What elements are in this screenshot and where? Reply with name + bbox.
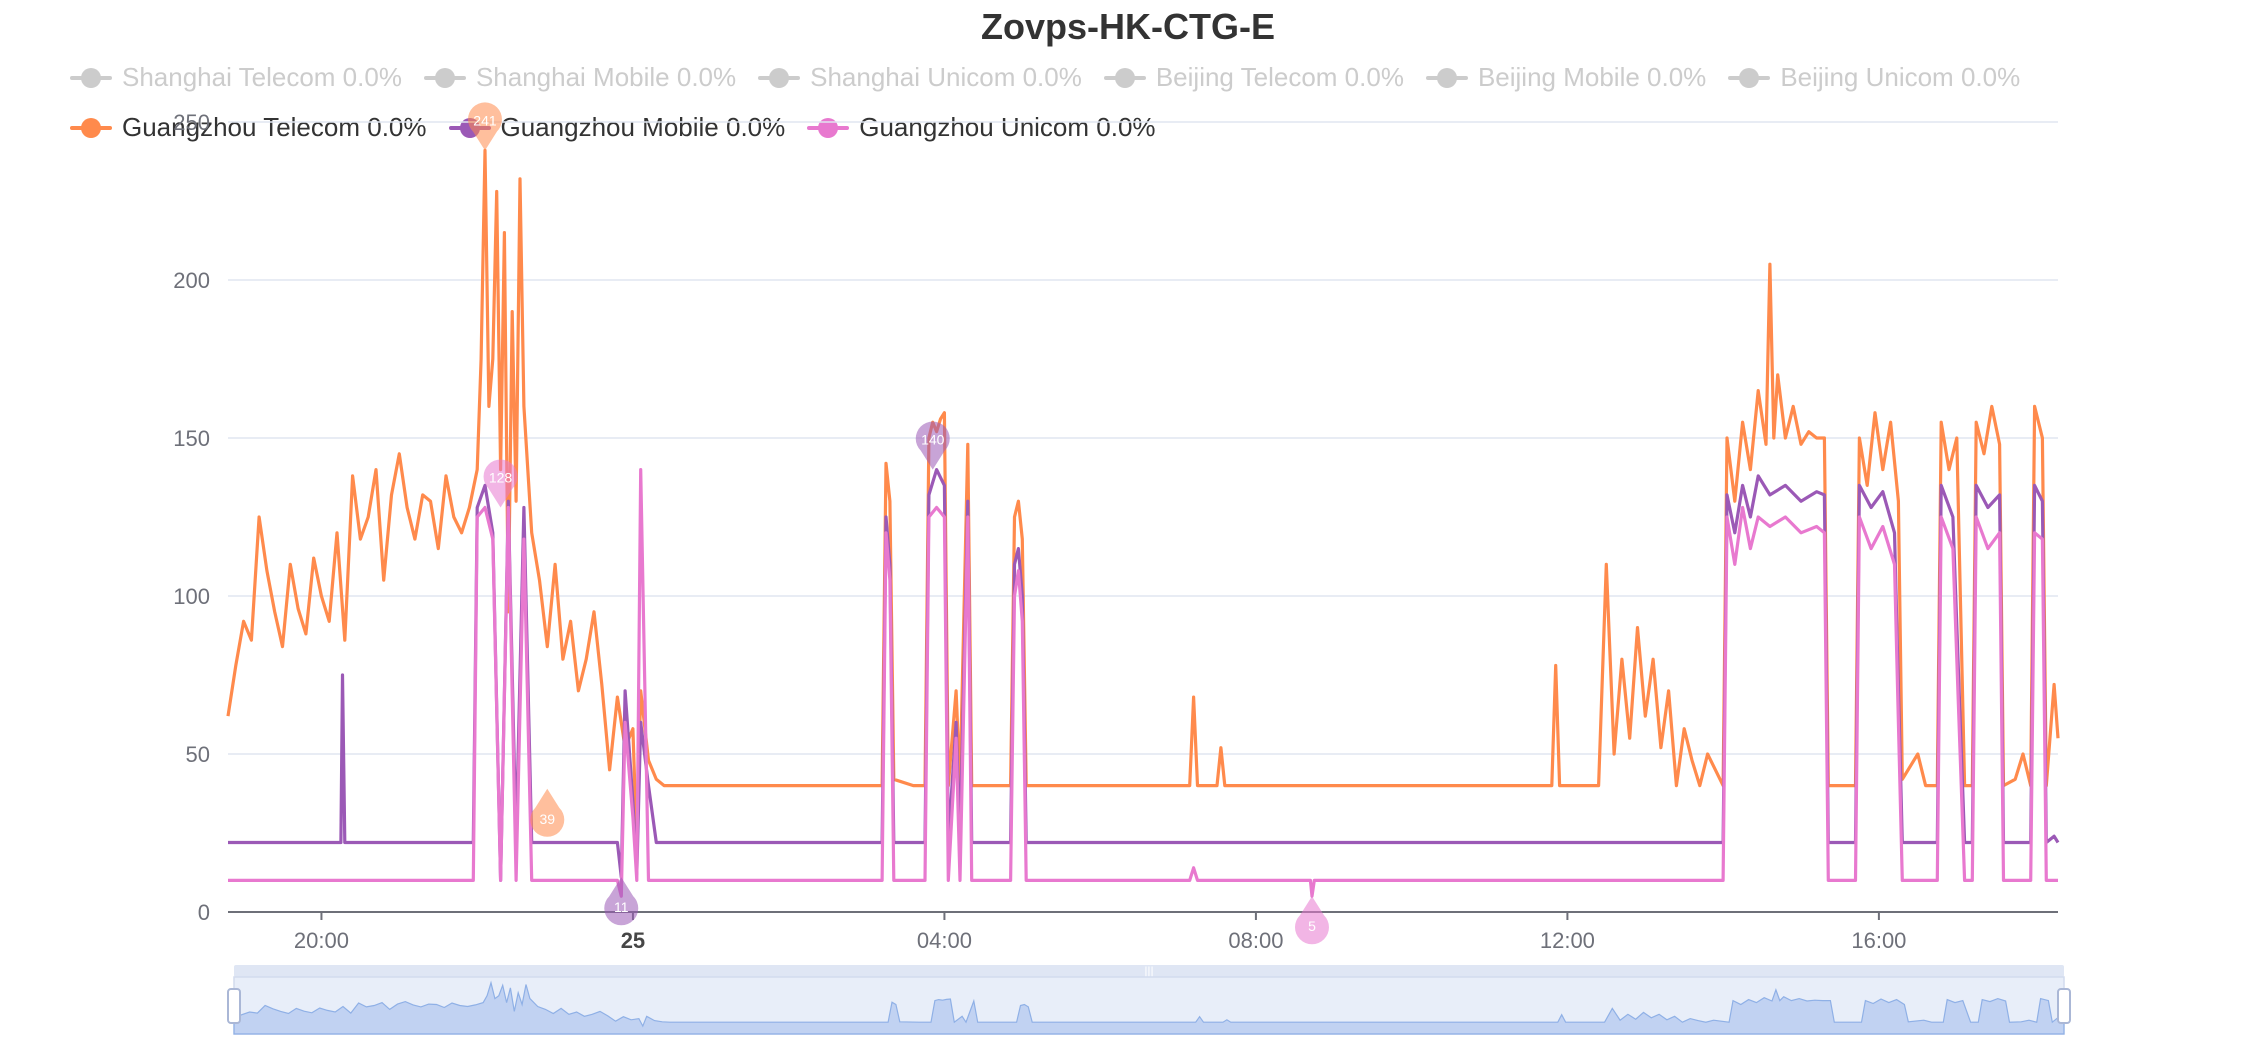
legend-label: Shanghai Telecom 0.0% — [122, 62, 402, 92]
marker-min-guangzhou-telecom-0-0: 39 — [530, 788, 565, 837]
legend-item-beijing-telecom-0-0[interactable]: Beijing Telecom 0.0% — [1103, 62, 1404, 93]
legend-symbol — [1103, 65, 1146, 91]
marker-min-guangzhou-mobile-0-0: 11 — [604, 877, 639, 926]
zoom-preview-area — [233, 980, 2065, 1035]
legend-item-beijing-mobile-0-0[interactable]: Beijing Mobile 0.0% — [1425, 62, 1707, 93]
legend-symbol — [1425, 65, 1468, 91]
x-tick-label: 08:00 — [1228, 928, 1283, 953]
y-tick-label: 50 — [186, 742, 210, 767]
grid-lines — [228, 121, 2058, 755]
marker-label: 11 — [614, 899, 629, 915]
x-tick-label: 20:00 — [294, 928, 349, 953]
y-tick-label: 200 — [173, 268, 210, 293]
x-tick-label: 25 — [621, 928, 645, 953]
legend-label: Beijing Telecom 0.0% — [1155, 62, 1404, 92]
legend-symbol — [1728, 65, 1771, 91]
marker-max-guangzhou-unicom-0-0: 128 — [483, 459, 518, 508]
marker-label: 140 — [921, 432, 945, 448]
legend-label: Guangzhou Unicom 0.0% — [859, 112, 1156, 142]
data-zoom-slider[interactable]: ||| — [227, 964, 2071, 1035]
zoom-move-grip[interactable]: ||| — [1144, 964, 1153, 978]
legend-label: Shanghai Unicom 0.0% — [810, 62, 1082, 92]
y-tick-label: 100 — [173, 584, 210, 609]
series-line-guangzhou-telecom-0-0 — [226, 148, 2060, 851]
legend-label: Beijing Mobile 0.0% — [1477, 62, 1707, 92]
marker-label: 241 — [473, 112, 497, 128]
legend-item-guangzhou-unicom-0-0[interactable]: Guangzhou Unicom 0.0% — [807, 112, 1156, 143]
legend-label: Guangzhou Telecom 0.0% — [122, 112, 427, 142]
marker-min-guangzhou-unicom-0-0: 5 — [1294, 896, 1329, 945]
series-line-guangzhou-unicom-0-0 — [228, 468, 2058, 898]
marker-max-guangzhou-telecom-0-0: 241 — [467, 102, 502, 151]
x-tick-label: 04:00 — [917, 928, 972, 953]
marker-max-guangzhou-mobile-0-0: 140 — [915, 421, 950, 470]
series-lines — [226, 148, 2060, 898]
x-tick-label: 16:00 — [1851, 928, 1906, 953]
legend-symbol — [758, 65, 801, 91]
chart-title: Zovps-HK-CTG-E — [981, 6, 1275, 47]
legend-item-beijing-unicom-0-0[interactable]: Beijing Unicom 0.0% — [1728, 62, 2020, 93]
legend-symbol — [423, 65, 466, 91]
y-tick-label: 250 — [173, 110, 210, 135]
legend-label: Guangzhou Mobile 0.0% — [500, 112, 786, 142]
legend-item-shanghai-unicom-0-0[interactable]: Shanghai Unicom 0.0% — [758, 62, 1082, 93]
marker-label: 5 — [1308, 918, 1316, 934]
marker-label: 128 — [489, 470, 513, 486]
y-tick-label: 150 — [173, 426, 210, 451]
legend-item-shanghai-telecom-0-0[interactable]: Shanghai Telecom 0.0% — [70, 62, 402, 93]
y-tick-label: 0 — [198, 900, 210, 925]
legend-symbol — [70, 115, 112, 141]
zoom-handle-left[interactable] — [227, 988, 241, 1024]
axes: 0 50 100 150 200 250 20:00 25 04:00 08:00 12:00 16:… — [173, 110, 2058, 953]
legend-symbol — [70, 65, 112, 91]
legend-item-shanghai-mobile-0-0[interactable]: Shanghai Mobile 0.0% — [423, 62, 737, 93]
legend-label: Shanghai Mobile 0.0% — [475, 62, 737, 92]
marker-label: 39 — [539, 811, 555, 827]
legend-item-guangzhou-telecom-0-0[interactable]: Guangzhou Telecom 0.0% — [70, 112, 427, 143]
zoom-handle-right[interactable] — [2057, 988, 2071, 1024]
zoom-move-bar[interactable] — [234, 965, 2064, 977]
legend-label: Beijing Unicom 0.0% — [1780, 62, 2021, 92]
extreme-markers: 241 39 140 11 128 5 — [467, 102, 1329, 945]
x-tick-label: 12:00 — [1540, 928, 1595, 953]
legend-row-1: Shanghai Telecom 0.0% Shanghai Mobile 0.0… — [70, 62, 2042, 93]
